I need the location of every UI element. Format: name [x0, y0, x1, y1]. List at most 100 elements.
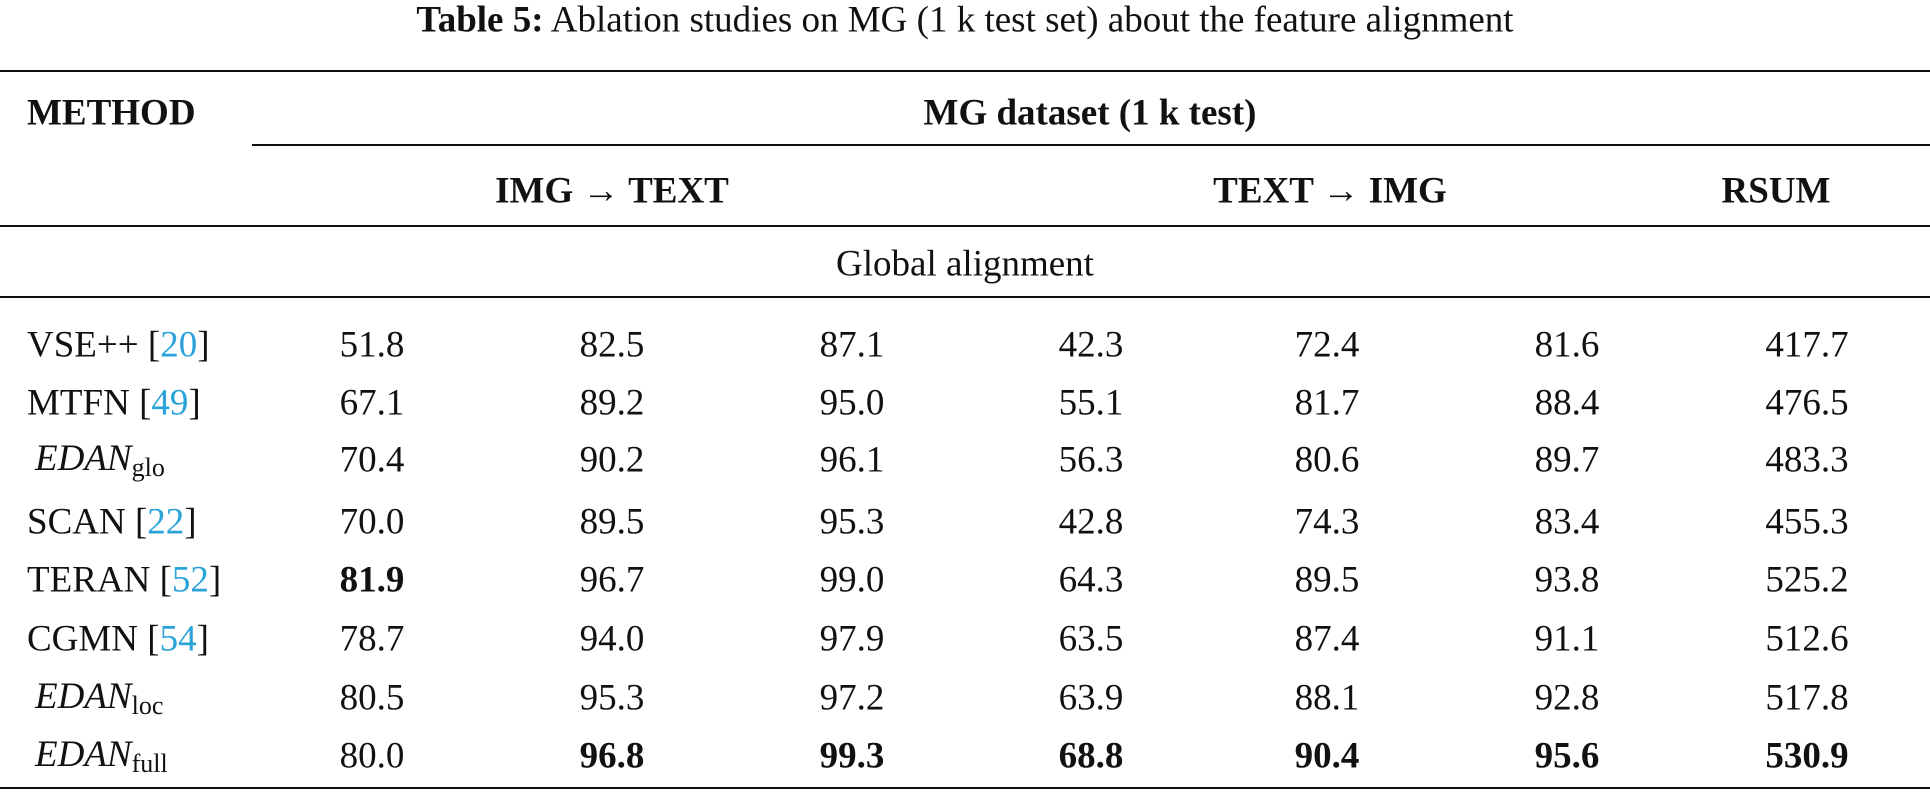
- cell: 56.3: [1058, 439, 1124, 481]
- caption-label: Table 5:: [416, 0, 544, 41]
- cell: 68.8: [1058, 735, 1124, 777]
- ref-number: 52: [171, 559, 209, 601]
- cell: 83.4: [1534, 501, 1600, 543]
- cell: 91.1: [1534, 618, 1600, 660]
- cell: 70.4: [339, 439, 405, 481]
- method-subscript: glo: [131, 453, 165, 482]
- section-label: Global alignment: [836, 243, 1094, 285]
- method-subscript: full: [131, 749, 168, 778]
- method-header: METHOD: [27, 92, 196, 134]
- ref-number: 49: [151, 382, 189, 424]
- cell: 87.4: [1294, 618, 1360, 660]
- method: TERAN: [27, 559, 151, 601]
- ref-bracket: [: [159, 559, 172, 601]
- dataset-header: MG dataset (1 k test): [923, 92, 1257, 134]
- ref-bracket: ]: [197, 324, 210, 366]
- cell: 67.1: [339, 382, 405, 424]
- cell: 63.9: [1058, 677, 1124, 719]
- cell: 95.3: [819, 501, 885, 543]
- method: MTFN: [27, 382, 130, 424]
- group-header: RSUM: [1721, 170, 1831, 212]
- method: EDAN: [35, 734, 132, 775]
- cell: 96.7: [579, 559, 645, 601]
- cell: 483.3: [1765, 439, 1849, 481]
- cell: 94.0: [579, 618, 645, 660]
- method-name: SCAN [22]: [27, 501, 197, 544]
- cell: 51.8: [339, 324, 405, 366]
- method: SCAN: [27, 501, 126, 543]
- cell: 89.5: [1294, 559, 1360, 601]
- cell: 64.3: [1058, 559, 1124, 601]
- ref-bracket: ]: [208, 559, 222, 601]
- ref-number: 20: [160, 324, 198, 366]
- cell: 81.7: [1294, 382, 1360, 424]
- method: VSE++: [27, 324, 139, 366]
- method-name: EDANglo: [35, 437, 165, 483]
- cell: 96.8: [579, 735, 645, 777]
- cell: 80.0: [339, 735, 405, 777]
- cell: 88.4: [1534, 382, 1600, 424]
- cell: 42.8: [1058, 501, 1124, 543]
- cell: 97.2: [819, 677, 885, 719]
- group-header: IMG → TEXT: [495, 170, 729, 212]
- caption-text: Ablation studies on MG (1 k test set) ab…: [550, 0, 1514, 41]
- ref-bracket: [: [134, 501, 148, 543]
- method-name: EDANloc: [35, 675, 163, 721]
- cell: 93.8: [1534, 559, 1600, 601]
- cell: 530.9: [1765, 735, 1849, 777]
- ref-bracket: ]: [188, 382, 201, 424]
- ref-bracket: [: [147, 324, 161, 366]
- cell: 95.6: [1534, 735, 1600, 777]
- cell: 81.6: [1534, 324, 1600, 366]
- cell: 90.4: [1294, 735, 1360, 777]
- cell: 476.5: [1765, 382, 1849, 424]
- cell: 55.1: [1058, 382, 1124, 424]
- ref-bracket: ]: [196, 618, 209, 660]
- cell: 78.7: [339, 618, 405, 660]
- group-header: TEXT → IMG: [1213, 170, 1447, 212]
- cell: 512.6: [1765, 618, 1849, 660]
- cell: 74.3: [1294, 501, 1360, 543]
- ref-number: 54: [159, 618, 197, 660]
- cell: 89.7: [1534, 439, 1600, 481]
- cell: 92.8: [1534, 677, 1600, 719]
- method-name: MTFN [49]: [27, 382, 201, 425]
- top-rule: [0, 70, 1930, 72]
- method-subscript: loc: [131, 691, 164, 720]
- group-rule: [252, 144, 1930, 146]
- method-name: VSE++ [20]: [27, 324, 210, 367]
- cell: 80.5: [339, 677, 405, 719]
- cell: 42.3: [1058, 324, 1124, 366]
- caption: Table 5: Ablation studies on MG (1 k tes…: [416, 0, 1513, 42]
- cell: 95.3: [579, 677, 645, 719]
- cell: 455.3: [1765, 501, 1849, 543]
- method: EDAN: [35, 676, 132, 717]
- method: CGMN: [27, 618, 139, 660]
- cell: 82.5: [579, 324, 645, 366]
- cell: 88.1: [1294, 677, 1360, 719]
- cell: 97.9: [819, 618, 885, 660]
- cell: 90.2: [579, 439, 645, 481]
- cell: 95.0: [819, 382, 885, 424]
- cell: 417.7: [1765, 324, 1849, 366]
- cell: 96.1: [819, 439, 885, 481]
- ref-number: 22: [147, 501, 185, 543]
- cell: 81.9: [339, 559, 405, 601]
- cell: 99.0: [819, 559, 885, 601]
- header-rule: [0, 225, 1930, 227]
- method-name: TERAN [52]: [27, 559, 221, 602]
- cell: 89.5: [579, 501, 645, 543]
- ref-bracket: ]: [184, 501, 197, 543]
- section-rule: [0, 296, 1930, 298]
- cell: 89.2: [579, 382, 645, 424]
- cell: 63.5: [1058, 618, 1124, 660]
- bottom-rule: [0, 787, 1930, 789]
- ref-bracket: [: [147, 618, 160, 660]
- cell: 70.0: [339, 501, 405, 543]
- cell: 525.2: [1765, 559, 1849, 601]
- cell: 80.6: [1294, 439, 1360, 481]
- cell: 99.3: [819, 735, 885, 777]
- method-name: EDANfull: [35, 733, 168, 779]
- cell: 87.1: [819, 324, 885, 366]
